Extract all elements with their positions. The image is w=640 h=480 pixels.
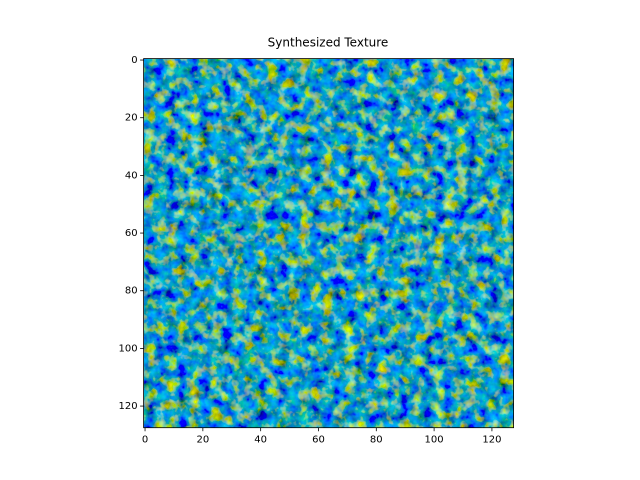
x-tick-label: 100 (425, 435, 444, 446)
texture-grain (143, 58, 514, 428)
x-tick-label: 120 (482, 435, 501, 446)
y-tick-label: 80 (125, 286, 138, 297)
x-tick-label: 40 (254, 435, 267, 446)
y-tick-label: 100 (119, 343, 138, 354)
y-tick-label: 20 (125, 113, 138, 124)
x-tick-label: 0 (142, 435, 148, 446)
y-tick-label: 40 (125, 170, 138, 181)
y-tick-label: 0 (131, 55, 137, 66)
x-tick-label: 60 (312, 435, 325, 446)
chart-title: Synthesized Texture (268, 36, 389, 50)
axes-frame (143, 58, 515, 429)
x-tick-label: 20 (196, 435, 209, 446)
texture-image (143, 58, 514, 428)
y-tick-label: 120 (119, 401, 138, 412)
x-tick-label: 80 (370, 435, 383, 446)
y-tick-label: 60 (125, 228, 138, 239)
